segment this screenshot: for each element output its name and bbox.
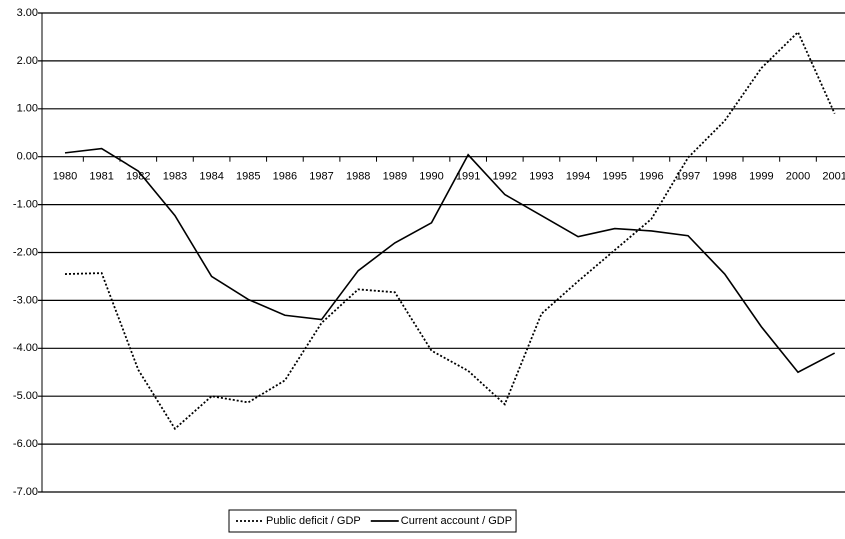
legend: Public deficit / GDP Current account / GD…	[228, 509, 517, 533]
x-tick-label: 1995	[603, 171, 627, 183]
x-tick-label: 1991	[456, 171, 480, 183]
x-tick-label: 1983	[163, 171, 187, 183]
y-tick-label: -6.00	[13, 438, 38, 450]
x-tick-label: 1990	[419, 171, 443, 183]
x-tick-label: 1989	[383, 171, 407, 183]
x-tick-label: 1993	[529, 171, 553, 183]
x-tick-label: 1980	[53, 171, 77, 183]
x-tick-label: 1994	[566, 171, 590, 183]
legend-label: Public deficit / GDP	[266, 515, 361, 527]
legend-label: Current account / GDP	[401, 515, 512, 527]
y-tick-label: -4.00	[13, 342, 38, 354]
x-tick-label: 1996	[639, 171, 663, 183]
y-tick-label: 2.00	[17, 55, 38, 67]
x-tick-label: 1998	[712, 171, 736, 183]
y-tick-label: 0.00	[17, 151, 38, 163]
x-tick-label: 1997	[676, 171, 700, 183]
x-tick-label: 1986	[273, 171, 297, 183]
x-tick-label: 1992	[493, 171, 517, 183]
x-tick-label: 1988	[346, 171, 370, 183]
y-tick-label: -3.00	[13, 294, 38, 306]
x-tick-label: 2000	[786, 171, 810, 183]
y-tick-label: 1.00	[17, 103, 38, 115]
y-tick-label: -5.00	[13, 390, 38, 402]
y-tick-label: -2.00	[13, 246, 38, 258]
x-tick-label: 2001	[822, 171, 845, 183]
y-tick-label: 3.00	[17, 7, 38, 19]
y-tick-label: -1.00	[13, 199, 38, 211]
x-tick-label: 1987	[309, 171, 333, 183]
series-line	[64, 147, 836, 374]
series-line	[64, 30, 836, 431]
x-tick-label: 1981	[89, 171, 113, 183]
x-tick-label: 1984	[199, 171, 223, 183]
x-tick-label: 1999	[749, 171, 773, 183]
y-tick-label: -7.00	[13, 486, 38, 498]
x-tick-label: 1985	[236, 171, 260, 183]
